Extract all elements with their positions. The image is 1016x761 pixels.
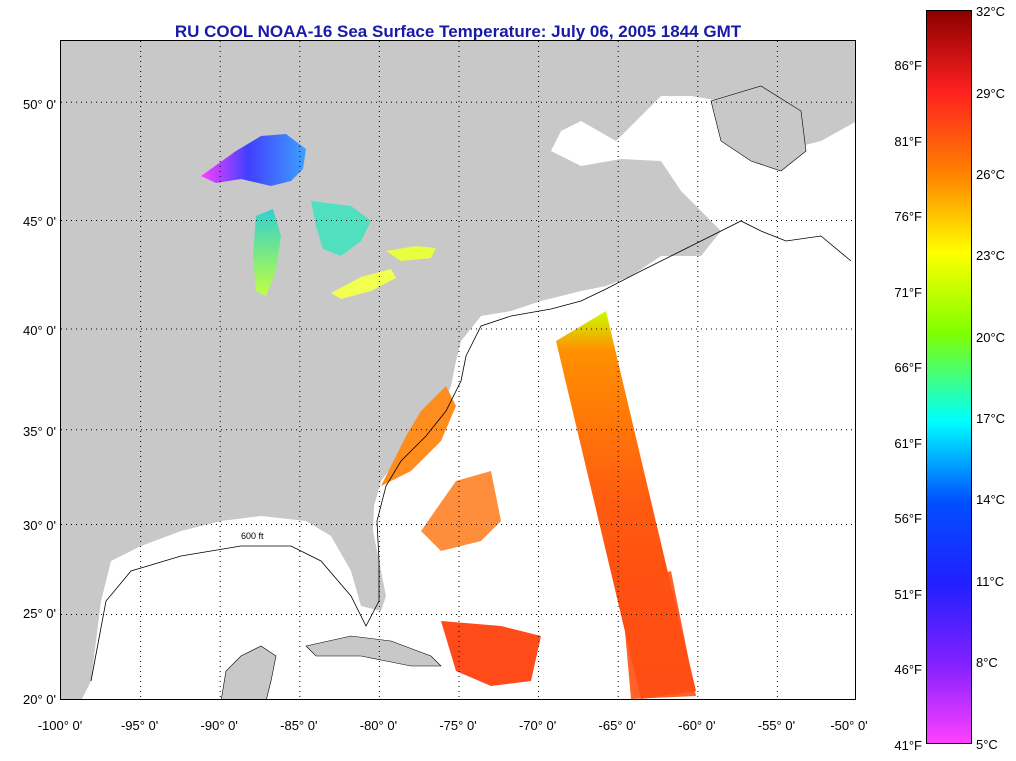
sst-coastal-east <box>381 386 456 486</box>
land-cuba <box>305 635 442 667</box>
fahrenheit-label-61: 61°F <box>894 436 922 451</box>
temperature-colorbar <box>926 10 972 744</box>
lat-label-30: 30° 0' <box>23 518 56 533</box>
celsius-label-14: 14°C <box>976 492 1006 507</box>
celsius-label-29: 29°C <box>976 86 1006 101</box>
lon-label-100: -100° 0' <box>37 718 83 733</box>
lon-label-85: -85° 0' <box>280 718 318 733</box>
land-mass-north-america <box>61 41 855 699</box>
fahrenheit-label-71: 71°F <box>894 285 922 300</box>
lat-label-20: 20° 0' <box>23 692 56 707</box>
lon-label-75: -75° 0' <box>439 718 477 733</box>
lat-label-25: 25° 0' <box>23 606 56 621</box>
lon-label-70: -70° 0' <box>518 718 557 733</box>
land-yucatan <box>221 645 277 699</box>
fahrenheit-label-66: 66°F <box>894 360 922 375</box>
lon-label-90: -90° 0' <box>200 718 238 733</box>
lon-label-50: -50° 0' <box>830 718 868 733</box>
lat-label-45: 45° 0' <box>23 214 56 229</box>
celsius-label-20: 20°C <box>976 330 1006 345</box>
fahrenheit-label-86: 86°F <box>894 58 922 73</box>
sst-offshore-patches <box>421 471 501 551</box>
lake-superior <box>201 134 306 186</box>
celsius-label-11: 11°C <box>976 574 1005 589</box>
celsius-label-23: 23°C <box>976 248 1006 263</box>
fahrenheit-label-76: 76°F <box>894 209 922 224</box>
lat-label-40: 40° 0' <box>23 323 56 338</box>
lake-michigan <box>253 209 281 296</box>
lon-label-95: -95° 0' <box>120 718 159 733</box>
lon-label-65: -65° 0' <box>598 718 636 733</box>
bathymetry-contour <box>90 220 852 682</box>
lake-huron <box>311 201 371 256</box>
fahrenheit-label-46: 46°F <box>894 662 922 677</box>
fahrenheit-label-56: 56°F <box>894 511 922 526</box>
celsius-label-26: 26°C <box>976 167 1006 182</box>
celsius-label-32: 32°C <box>976 4 1006 19</box>
lat-label-35: 35° 0' <box>23 424 56 439</box>
sst-offshore-bahamas <box>441 621 541 686</box>
chart-title: RU COOL NOAA-16 Sea Surface Temperature:… <box>174 22 742 41</box>
lake-ontario <box>386 246 436 261</box>
contour-label: 600 ft <box>241 531 264 541</box>
sst-map: 600 ft <box>60 40 856 700</box>
fahrenheit-label-41: 41°F <box>894 738 922 753</box>
lon-label-80: -80° 0' <box>359 718 398 733</box>
fahrenheit-label-81: 81°F <box>894 134 922 149</box>
land-newfoundland <box>710 85 807 172</box>
lon-label-55: -55° 0' <box>757 718 796 733</box>
fahrenheit-label-51: 51°F <box>894 587 922 602</box>
celsius-label-5: 5°C <box>976 737 998 752</box>
celsius-label-17: 17°C <box>976 411 1006 426</box>
celsius-label-8: 8°C <box>976 655 998 670</box>
lat-label-50: 50° 0' <box>23 97 56 112</box>
sst-swath-lower <box>621 571 696 699</box>
lon-label-60: -60° 0' <box>678 718 716 733</box>
